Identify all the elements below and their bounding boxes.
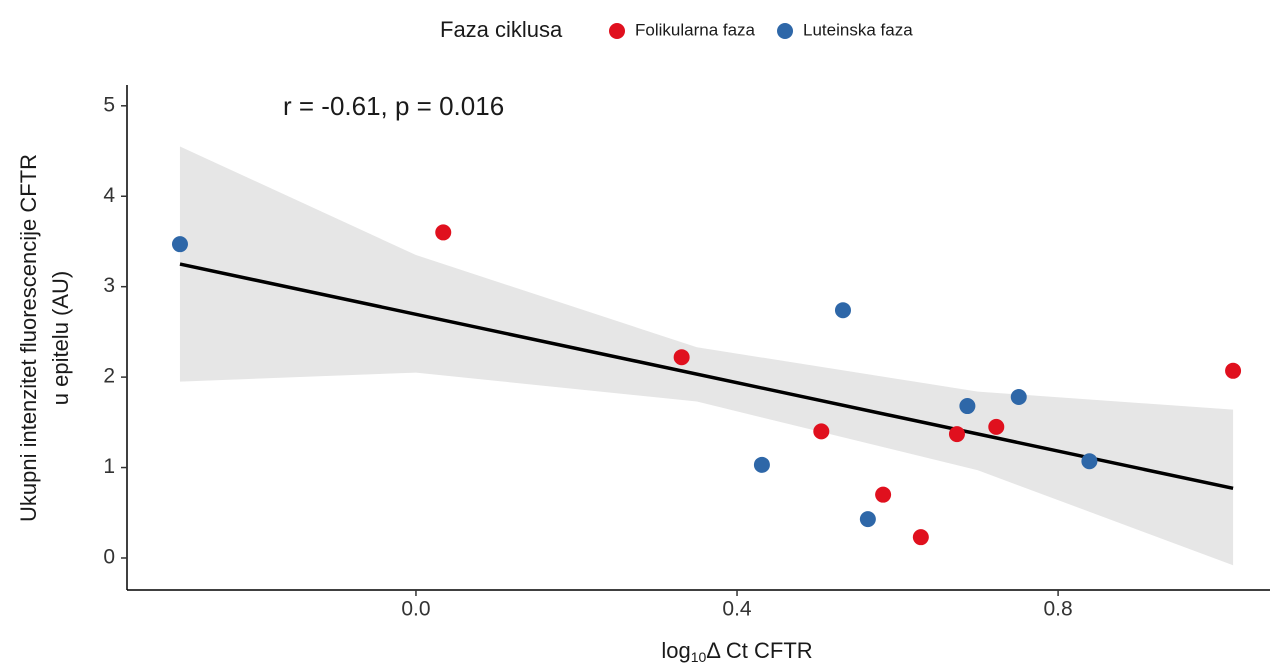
x-tick-label: 0.0: [401, 598, 430, 621]
y-axis-label: Ukupni intenzitet fluorescencije CFTR u …: [16, 154, 73, 522]
legend-swatch: [609, 23, 625, 39]
y-tick-label: 1: [103, 455, 115, 478]
y-tick-label: 4: [103, 184, 115, 207]
y-label-line: Ukupni intenzitet fluorescencije CFTR: [16, 154, 41, 522]
legend-label: Luteinska faza: [803, 20, 913, 39]
legend-title: Faza ciklusa: [440, 17, 563, 42]
point: [171, 236, 188, 253]
point: [813, 423, 830, 440]
y-tick-label: 0: [103, 546, 115, 569]
point: [948, 426, 965, 443]
confidence-band: [179, 146, 1234, 566]
point: [435, 224, 452, 241]
y-tick-label: 2: [103, 365, 115, 388]
point: [912, 529, 929, 546]
x-label-sub: 10: [691, 649, 707, 665]
point: [959, 398, 976, 415]
point: [1081, 453, 1098, 470]
x-label-base: log: [661, 638, 690, 663]
x-label-rest: Δ Ct CFTR: [706, 638, 812, 663]
point: [875, 486, 892, 503]
point: [673, 349, 690, 366]
x-tick-label: 0.4: [722, 598, 752, 621]
y-label-line: u epitelu (AU): [48, 271, 73, 406]
point: [753, 456, 770, 473]
legend-swatch: [777, 23, 794, 39]
y-tick-label: 5: [103, 93, 115, 116]
point: [859, 511, 876, 528]
point: [834, 302, 851, 319]
x-tick-label: 0.8: [1043, 598, 1072, 621]
x-axis-label: log10Δ Ct CFTR: [661, 638, 812, 665]
point: [1225, 362, 1242, 379]
y-tick-label: 3: [103, 274, 115, 297]
legend-label: Folikularna faza: [635, 20, 756, 39]
fit-line: [179, 262, 1234, 491]
point: [988, 418, 1005, 435]
annotation: r = -0.61, p = 0.016: [283, 91, 504, 121]
point: [1010, 389, 1027, 406]
